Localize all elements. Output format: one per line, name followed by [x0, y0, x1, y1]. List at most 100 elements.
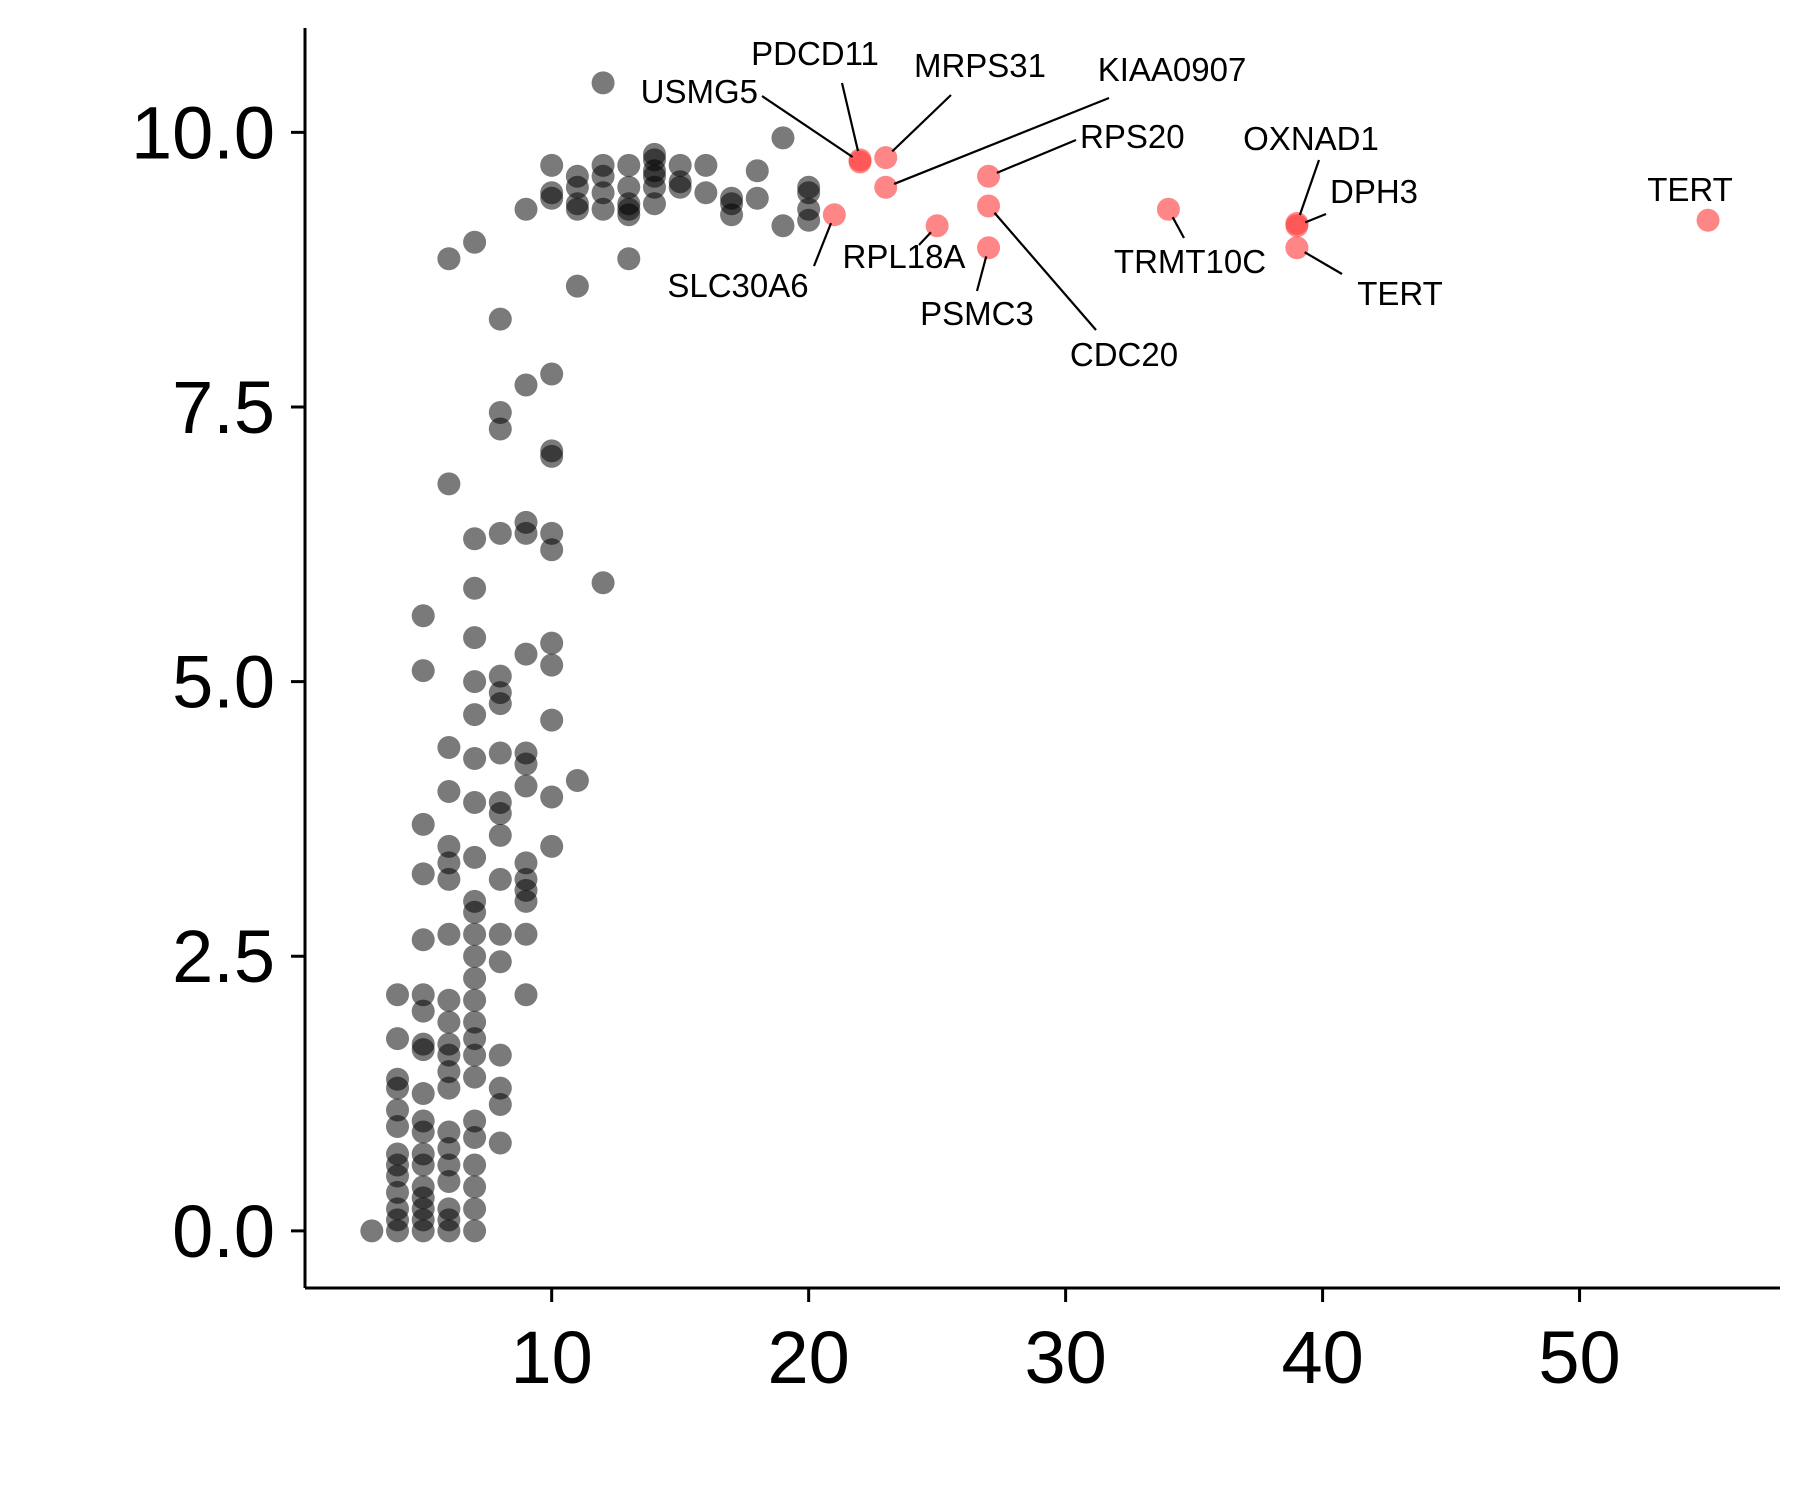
point-129: [565, 164, 589, 188]
leader-line-10: [1298, 159, 1321, 216]
point-65: [463, 966, 487, 990]
point-63: [463, 1010, 487, 1034]
annotation-label-12: TERT: [1357, 275, 1443, 312]
point-78: [463, 230, 487, 254]
point-117: [540, 521, 564, 545]
point-30: [411, 812, 435, 836]
point-106: [514, 642, 538, 666]
point-91: [488, 681, 512, 705]
point-115: [540, 631, 564, 655]
point-161: [797, 197, 821, 221]
point-83: [488, 950, 512, 974]
x-tick-label-4: 50: [1538, 1316, 1620, 1399]
highlight-point-4: [977, 164, 1001, 188]
point-66: [463, 944, 487, 968]
leader-line-0: [840, 82, 860, 152]
point-105: [514, 741, 538, 765]
point-60: [463, 1065, 487, 1089]
point-25: [411, 1032, 435, 1056]
point-135: [591, 71, 615, 95]
point-116: [540, 538, 564, 562]
point-73: [463, 703, 487, 727]
point-86: [488, 823, 512, 847]
tick-marks-and-labels: 10 20 30 40 50 0.0 2.5 5.0 7.5 10.0: [131, 91, 1621, 1399]
annotation-label-7: PSMC3: [920, 295, 1034, 332]
annotation-label-0: PDCD11: [751, 35, 879, 72]
point-50: [437, 779, 461, 803]
point-45: [437, 988, 461, 1012]
point-32: [411, 604, 435, 628]
point-28: [411, 928, 435, 952]
point-88: [488, 790, 512, 814]
point-54: [463, 1219, 487, 1243]
point-71: [463, 790, 487, 814]
point-3: [386, 1197, 410, 1221]
point-89: [488, 741, 512, 765]
highlight-point-3: [874, 175, 898, 199]
point-77: [463, 527, 487, 551]
point-35: [437, 1197, 461, 1221]
point-70: [463, 845, 487, 869]
point-23: [411, 1082, 435, 1106]
point-72: [463, 747, 487, 771]
point-31: [411, 659, 435, 683]
highlight-point-5: [822, 203, 846, 227]
highlight-point-11: [1285, 214, 1309, 238]
point-157: [745, 159, 769, 183]
point-123: [540, 153, 564, 177]
highlight-point-7: [977, 236, 1001, 260]
point-81: [488, 1076, 512, 1100]
point-110: [514, 197, 538, 221]
leader-line-6: [918, 231, 932, 246]
y-tick-label-2: 5.0: [172, 641, 275, 724]
point-38: [437, 1136, 461, 1160]
point-59: [463, 1109, 487, 1133]
annotation-label-6: RPL18A: [843, 238, 966, 275]
point-7: [386, 1142, 410, 1166]
point-55: [463, 1197, 487, 1221]
point-47: [437, 867, 461, 891]
annotation-leaders: [761, 82, 1343, 331]
point-39: [437, 1120, 461, 1144]
y-tick-label-3: 7.5: [172, 366, 275, 449]
highlight-point-2: [874, 146, 898, 170]
point-97: [514, 983, 538, 1007]
point-132: [591, 181, 615, 205]
point-84: [488, 922, 512, 946]
y-tick-label-1: 2.5: [172, 915, 275, 998]
point-124: [565, 768, 589, 792]
leader-line-8: [993, 212, 1097, 331]
annotation-label-5: SLC30A6: [667, 267, 808, 304]
y-tick-label-0: 0.0: [172, 1190, 275, 1273]
point-134: [591, 153, 615, 177]
point-94: [488, 417, 512, 441]
highlighted-points: [822, 146, 1720, 260]
point-92: [488, 664, 512, 688]
point-155: [720, 186, 744, 210]
leader-line-3: [893, 96, 1110, 185]
annotation-label-10: OXNAD1: [1243, 120, 1379, 157]
point-149: [668, 170, 692, 194]
point-159: [771, 126, 795, 150]
x-tick-label-3: 40: [1281, 1316, 1363, 1399]
point-8: [386, 1115, 410, 1139]
point-9: [386, 1098, 410, 1122]
point-12: [386, 1027, 410, 1051]
point-26: [411, 999, 435, 1023]
point-85: [488, 867, 512, 891]
point-111: [540, 834, 564, 858]
point-22: [411, 1109, 435, 1133]
point-125: [565, 274, 589, 298]
point-141: [617, 153, 641, 177]
point-20: [411, 1142, 435, 1166]
point-102: [514, 851, 538, 875]
point-44: [437, 1010, 461, 1034]
point-101: [514, 867, 538, 891]
point-119: [540, 439, 564, 463]
point-18: [411, 1175, 435, 1199]
leader-line-5: [812, 222, 833, 267]
point-152: [694, 153, 718, 177]
highlight-point-12: [1285, 236, 1309, 260]
annotation-label-11: DPH3: [1330, 173, 1418, 210]
